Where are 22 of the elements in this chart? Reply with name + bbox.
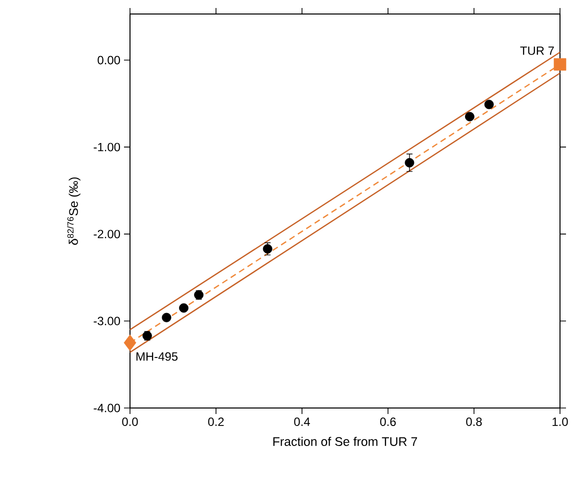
series-label: TUR 7: [520, 46, 554, 55]
x-tick-label: 0.6: [380, 418, 396, 426]
point: [554, 58, 566, 71]
point: [465, 112, 474, 122]
point: [404, 158, 414, 168]
y-tick-label: -4.00: [94, 404, 120, 412]
point: [124, 334, 136, 351]
y-tick-label: -1.00: [94, 142, 120, 152]
y-tick-label: 0.00: [98, 56, 120, 64]
x-tick-label: 0.2: [208, 418, 224, 426]
x-axis-title: Fraction of Se from TUR 7: [273, 436, 418, 446]
x-tick-label: 0.8: [466, 418, 482, 426]
x-tick-label: 1.0: [552, 418, 568, 426]
point: [162, 312, 172, 322]
y-tick-label: -2.00: [94, 230, 120, 238]
x-tick-label: 0.0: [122, 418, 138, 426]
y-axis-title: δ$^{82/76}$Se (‰): [67, 177, 80, 245]
point: [484, 100, 494, 110]
series-label: MH-495: [136, 352, 178, 361]
y-tick-label: -3.00: [94, 316, 120, 326]
x-tick-label: 0.4: [294, 418, 310, 426]
point: [179, 303, 188, 313]
